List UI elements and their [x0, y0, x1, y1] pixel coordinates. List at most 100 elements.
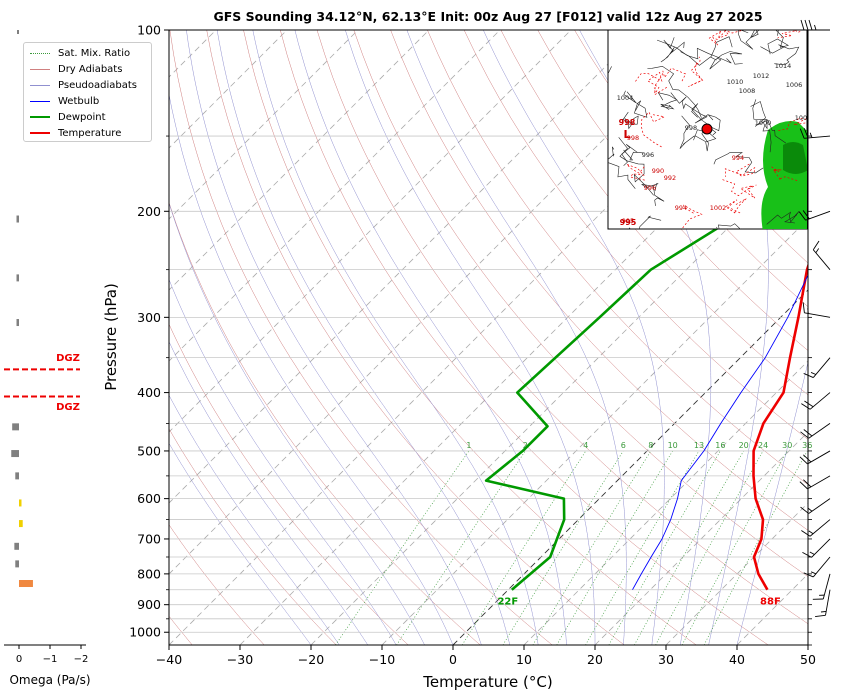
wind-barb	[799, 475, 831, 490]
legend: Sat. Mix. Ratio Dry Adiabats Pseudoadiab…	[23, 42, 152, 142]
isobar-label: 1002	[795, 114, 812, 122]
isotherm-line	[169, 30, 501, 362]
wind-barb	[799, 128, 831, 139]
terrain-contour	[670, 92, 708, 124]
isobar-label: 994	[675, 204, 687, 212]
wind-barb	[800, 423, 831, 439]
omega-bar	[14, 542, 19, 550]
terrain-contour	[760, 44, 800, 66]
x-tick-label: −20	[298, 652, 324, 667]
pseudoadiabat-line	[698, 30, 769, 645]
terrain-contour	[660, 37, 685, 63]
legend-label: Sat. Mix. Ratio	[58, 47, 131, 59]
y-tick-label: 500	[137, 443, 161, 458]
mixing-ratio-line	[396, 450, 526, 645]
dry-adiabat-line	[169, 524, 265, 645]
dry-adiabat-line	[169, 428, 337, 645]
terrain-contour	[647, 65, 702, 118]
isobar-contour	[718, 30, 742, 38]
x-tick-label: 20	[587, 652, 603, 667]
wind-barbs	[798, 19, 831, 618]
omega-bar	[19, 580, 33, 588]
wind-barb	[800, 498, 831, 514]
mixing-ratio-label: 1	[466, 441, 471, 450]
terrain-contour	[608, 146, 636, 189]
mixing-ratio-label: 6	[621, 441, 626, 450]
mixing-ratio-line	[608, 450, 721, 645]
isobar-gridlines	[169, 30, 808, 633]
legend-item-wetbulb: Wetbulb	[30, 95, 99, 107]
chart-title: GFS Sounding 34.12°N, 62.13°E Init: 00z …	[213, 9, 762, 24]
isobar-label: 996	[644, 184, 656, 192]
mixing-ratio-label: 13	[694, 441, 704, 450]
x-tick-label: −30	[227, 652, 253, 667]
x-axis: −40 −30 −20 −10 0 10 20 30 40 50	[156, 645, 816, 667]
mixing-ratio-line	[335, 450, 470, 645]
pseudoadiabat-line	[345, 30, 596, 645]
isotherm-line	[665, 502, 808, 645]
pseudoadiabat-line	[169, 202, 425, 645]
pseudoadiabat-line	[169, 442, 312, 645]
wind-barb	[801, 519, 831, 537]
y-axis: 100 200 300 400 500 600 700 800 900 1000	[129, 23, 169, 640]
dry-adiabat-line	[243, 30, 697, 645]
omega-tick-label: 0	[16, 654, 22, 665]
y-tick-label: 800	[137, 566, 161, 581]
profile-lines	[484, 163, 808, 591]
isobar-label: 1004	[617, 94, 634, 102]
wetbulb-line	[632, 274, 808, 590]
mixing-ratio-line	[655, 450, 764, 645]
low-pressure-value-2: 995	[620, 218, 637, 227]
isobar-label: 992	[664, 174, 676, 182]
pseudoadiabat-line	[169, 278, 397, 645]
mixing-ratio-label: 8	[648, 441, 653, 450]
x-tick-label: −40	[156, 652, 182, 667]
terrain-contour	[621, 144, 645, 166]
isobar-contour	[688, 56, 704, 87]
pseudoadiabat-line	[169, 341, 369, 645]
y-tick-label: 700	[137, 531, 161, 546]
terrain-contour	[657, 92, 678, 110]
mixing-ratio-line	[681, 450, 788, 645]
isotherm-line	[594, 431, 808, 645]
terrain-contour	[680, 36, 733, 66]
isobar-label: 995	[622, 217, 634, 225]
pseudoadiabat-line	[736, 360, 808, 645]
terrain-contour	[766, 210, 800, 225]
dry-adiabat-line	[390, 30, 808, 531]
isotherm-line	[169, 30, 430, 291]
dry-adiabat-line	[316, 30, 808, 625]
temperature-line	[752, 262, 808, 591]
omega-tick-label: −1	[43, 654, 58, 665]
dry-adiabat-line	[353, 30, 808, 577]
wind-barb	[801, 392, 831, 410]
x-axis-label: Temperature (°C)	[422, 673, 552, 691]
terrain-contour	[621, 111, 639, 130]
y-tick-label: 200	[137, 204, 161, 219]
isobar-contour	[724, 163, 756, 177]
isobar-label: 1012	[753, 72, 770, 80]
terrain-contour	[750, 101, 787, 144]
wind-barb	[815, 589, 831, 618]
terrain-contour	[709, 51, 743, 70]
terrain-contour	[628, 215, 662, 229]
mixing-ratio-label: 16	[715, 441, 725, 450]
omega-tick-label: −2	[74, 654, 89, 665]
pseudoadiabat-line	[294, 30, 567, 645]
legend-label: Dewpoint	[58, 111, 106, 123]
omega-bar	[11, 450, 19, 458]
terrain-contour	[641, 183, 665, 206]
isobar-label: 996	[642, 151, 654, 159]
pseudoadiabat-line	[186, 30, 482, 645]
omega-bar	[16, 215, 19, 223]
dry-adiabat-line	[500, 30, 808, 396]
omega-bar	[19, 520, 23, 528]
legend-label: Temperature	[58, 127, 122, 139]
pseudoadiabat-line	[483, 30, 665, 645]
mixing-ratio-line	[585, 450, 700, 645]
isobar-contour	[635, 71, 663, 95]
legend-label: Pseudoadiabats	[58, 79, 138, 91]
wind-barb	[799, 450, 831, 465]
terrain-contour	[656, 39, 732, 64]
dry-adiabat-line	[169, 201, 481, 645]
